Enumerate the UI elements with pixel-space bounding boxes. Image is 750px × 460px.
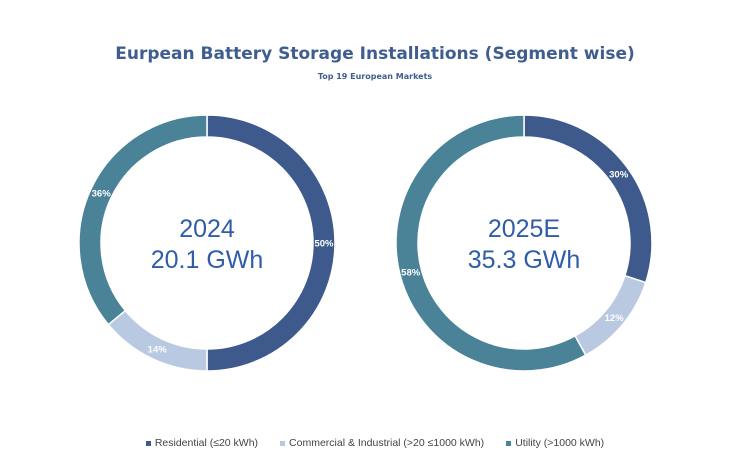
center-label: 2025E <box>488 215 560 243</box>
chart-title: Eurpean Battery Storage Installations (S… <box>115 44 635 64</box>
legend-label: Commercial & Industrial (>20 ≤1000 kWh) <box>289 437 485 449</box>
legend-label: Utility (>1000 kWh) <box>515 437 605 449</box>
legend-swatch <box>280 440 286 446</box>
center-label: 35.3 GWh <box>468 246 581 274</box>
chart-subtitle: Top 19 European Markets <box>317 72 433 81</box>
data-label: 30% <box>609 170 629 181</box>
donut-slice <box>78 114 208 326</box>
legend-swatch <box>506 440 512 446</box>
legend-label: Residential (≤20 kWh) <box>154 437 259 449</box>
data-label: 12% <box>605 313 625 324</box>
data-label: 36% <box>92 189 112 200</box>
donut-slice <box>107 309 208 372</box>
donut-slice <box>395 114 587 372</box>
data-label: 50% <box>314 239 334 250</box>
legend-item-commercial: Commercial & Industrial (>20 ≤1000 kWh) <box>280 437 484 449</box>
center-label: 20.1 GWh <box>151 246 264 274</box>
center-label: 2024 <box>179 215 235 243</box>
legend: Residential (≤20 kWh) Commercial & Indus… <box>0 437 750 449</box>
legend-swatch <box>145 440 151 446</box>
legend-item-utility: Utility (>1000 kWh) <box>506 437 604 449</box>
data-label: 14% <box>148 344 168 355</box>
legend-item-residential: Residential (≤20 kWh) <box>145 437 259 449</box>
data-label: 58% <box>401 268 421 279</box>
